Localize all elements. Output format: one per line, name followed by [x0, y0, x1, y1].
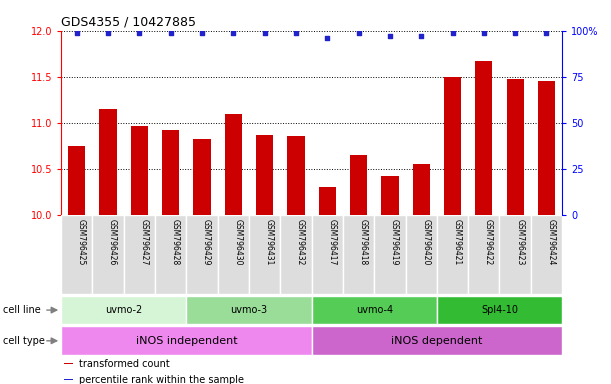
Bar — [155, 215, 186, 294]
Bar — [500, 215, 531, 294]
Text: GSM796424: GSM796424 — [546, 219, 555, 265]
Bar — [256, 135, 273, 215]
Point — [354, 30, 364, 36]
Point — [197, 30, 207, 36]
Bar — [100, 109, 117, 215]
Bar — [225, 114, 242, 215]
Bar — [249, 215, 280, 294]
Text: cell line: cell line — [3, 305, 41, 315]
Point — [103, 30, 113, 36]
Text: GSM796419: GSM796419 — [390, 219, 399, 265]
Bar — [468, 215, 500, 294]
Point — [291, 30, 301, 36]
Point — [479, 30, 489, 36]
Bar — [92, 215, 123, 294]
Point — [541, 30, 551, 36]
Text: uvmo-2: uvmo-2 — [105, 305, 142, 315]
Text: GSM796428: GSM796428 — [170, 219, 180, 265]
Text: cell type: cell type — [3, 336, 45, 346]
Bar — [319, 187, 336, 215]
Text: iNOS independent: iNOS independent — [136, 336, 237, 346]
Text: Spl4-10: Spl4-10 — [481, 305, 518, 315]
Point — [416, 33, 426, 39]
Text: GSM796431: GSM796431 — [265, 219, 274, 265]
Bar — [61, 296, 186, 324]
Bar — [312, 215, 343, 294]
Bar — [312, 326, 562, 355]
Text: GSM796421: GSM796421 — [453, 219, 461, 265]
Bar — [194, 139, 211, 215]
Bar — [381, 176, 398, 215]
Bar — [343, 215, 375, 294]
Text: GSM796418: GSM796418 — [359, 219, 368, 265]
Text: uvmo-3: uvmo-3 — [230, 305, 268, 315]
Bar — [64, 363, 73, 364]
Bar — [406, 215, 437, 294]
Bar — [123, 215, 155, 294]
Bar — [186, 215, 218, 294]
Text: GSM796427: GSM796427 — [139, 219, 148, 265]
Point — [385, 33, 395, 39]
Bar — [312, 296, 437, 324]
Bar — [437, 296, 562, 324]
Bar — [280, 215, 312, 294]
Bar — [437, 215, 468, 294]
Bar — [531, 215, 562, 294]
Bar — [538, 81, 555, 215]
Point — [448, 30, 458, 36]
Text: GSM796430: GSM796430 — [233, 219, 243, 265]
Text: GSM796425: GSM796425 — [77, 219, 86, 265]
Text: iNOS dependent: iNOS dependent — [391, 336, 483, 346]
Text: GSM796422: GSM796422 — [484, 219, 493, 265]
Bar — [350, 155, 367, 215]
Point — [510, 30, 520, 36]
Bar — [218, 215, 249, 294]
Point — [134, 30, 144, 36]
Text: GSM796420: GSM796420 — [421, 219, 430, 265]
Bar — [475, 61, 492, 215]
Point — [72, 30, 82, 36]
Text: uvmo-4: uvmo-4 — [356, 305, 393, 315]
Bar — [444, 77, 461, 215]
Bar — [374, 215, 406, 294]
Point — [260, 30, 269, 36]
Point — [229, 30, 238, 36]
Text: GSM796423: GSM796423 — [515, 219, 524, 265]
Text: transformed count: transformed count — [79, 359, 169, 369]
Bar — [64, 379, 73, 380]
Text: GSM796429: GSM796429 — [202, 219, 211, 265]
Bar — [131, 126, 148, 215]
Bar — [186, 296, 312, 324]
Text: percentile rank within the sample: percentile rank within the sample — [79, 375, 244, 384]
Bar — [507, 79, 524, 215]
Text: GSM796432: GSM796432 — [296, 219, 305, 265]
Bar — [287, 136, 304, 215]
Text: GSM796426: GSM796426 — [108, 219, 117, 265]
Bar — [61, 215, 92, 294]
Bar — [61, 326, 312, 355]
Point — [323, 35, 332, 41]
Bar — [412, 164, 430, 215]
Bar — [68, 146, 86, 215]
Text: GSM796417: GSM796417 — [327, 219, 336, 265]
Point — [166, 30, 175, 36]
Bar — [162, 130, 179, 215]
Text: GDS4355 / 10427885: GDS4355 / 10427885 — [61, 15, 196, 28]
